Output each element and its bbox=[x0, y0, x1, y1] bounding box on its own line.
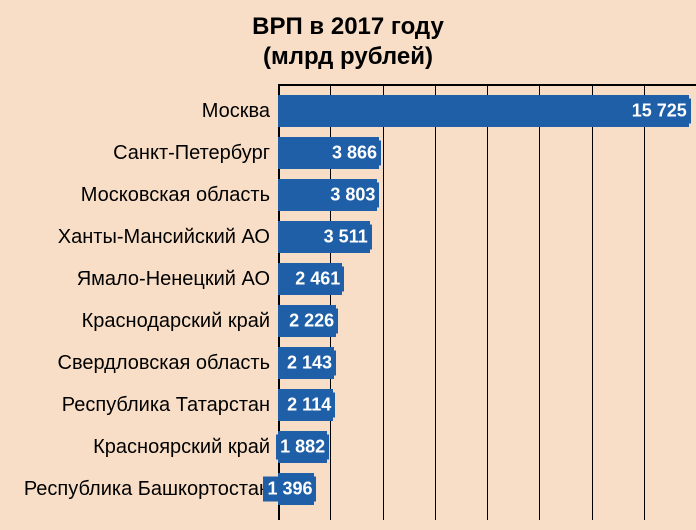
value-label: 2 226 bbox=[285, 309, 338, 334]
chart-row: Москва 15 725 bbox=[0, 90, 696, 132]
x-axis-line bbox=[278, 84, 696, 86]
chart-row: Республика Татарстан2 114 bbox=[0, 384, 696, 426]
chart-row: Краснодарский край 2 226 bbox=[0, 300, 696, 342]
bar-track: 1 396 bbox=[278, 468, 696, 510]
category-label: Республика Татарстан bbox=[0, 394, 278, 417]
chart-row: Санкт-Петербург 3 866 bbox=[0, 132, 696, 174]
chart-container: ВРП в 2017 году (млрд рублей) Москва 15 7… bbox=[0, 0, 696, 530]
category-label: Ханты-Мансийский АО bbox=[0, 226, 278, 249]
category-label: Краснодарский край bbox=[0, 310, 278, 333]
bar-track: 2 143 bbox=[278, 342, 696, 384]
plot-area: Москва 15 725 Санкт-Петербург 3 866 Московск… bbox=[0, 84, 696, 520]
chart-row: Ямало-Ненецкий АО 2 461 bbox=[0, 258, 696, 300]
bar-track: 2 114 bbox=[278, 384, 696, 426]
value-label: 2 461 bbox=[291, 267, 344, 292]
chart-title-line1: ВРП в 2017 году bbox=[0, 12, 696, 42]
category-label: Московская область bbox=[0, 184, 278, 207]
chart-title-line2: (млрд рублей) bbox=[0, 42, 696, 72]
value-label: 15 725 bbox=[628, 99, 691, 124]
chart-title: ВРП в 2017 году (млрд рублей) bbox=[0, 0, 696, 80]
value-label: 2 143 bbox=[283, 351, 336, 376]
value-label: 3 866 bbox=[328, 141, 381, 166]
chart-row: Красноярский край1 882 bbox=[0, 426, 696, 468]
category-label: Республика Башкортостан bbox=[0, 478, 278, 501]
chart-row: Свердловская область2 143 bbox=[0, 342, 696, 384]
chart-row: Московская область 3 803 bbox=[0, 174, 696, 216]
chart-row: Республика Башкортостан1 396 bbox=[0, 468, 696, 510]
value-label: 1 882 bbox=[276, 435, 329, 460]
bar-track: 3 803 bbox=[278, 174, 696, 216]
bar-track: 15 725 bbox=[278, 90, 696, 132]
chart-row: Ханты-Мансийский АО 3 511 bbox=[0, 216, 696, 258]
category-label: Санкт-Петербург bbox=[0, 142, 278, 165]
category-label: Ямало-Ненецкий АО bbox=[0, 268, 278, 291]
bar-track: 2 461 bbox=[278, 258, 696, 300]
value-label: 3 803 bbox=[326, 183, 379, 208]
bar-track: 1 882 bbox=[278, 426, 696, 468]
value-label: 1 396 bbox=[263, 477, 316, 502]
category-label: Москва bbox=[0, 100, 278, 123]
bar-track: 3 866 bbox=[278, 132, 696, 174]
category-label: Свердловская область bbox=[0, 352, 278, 375]
category-label: Красноярский край bbox=[0, 436, 278, 459]
bar-track: 2 226 bbox=[278, 300, 696, 342]
value-label: 2 114 bbox=[283, 393, 335, 418]
bar-track: 3 511 bbox=[278, 216, 696, 258]
value-label: 3 511 bbox=[320, 225, 372, 250]
